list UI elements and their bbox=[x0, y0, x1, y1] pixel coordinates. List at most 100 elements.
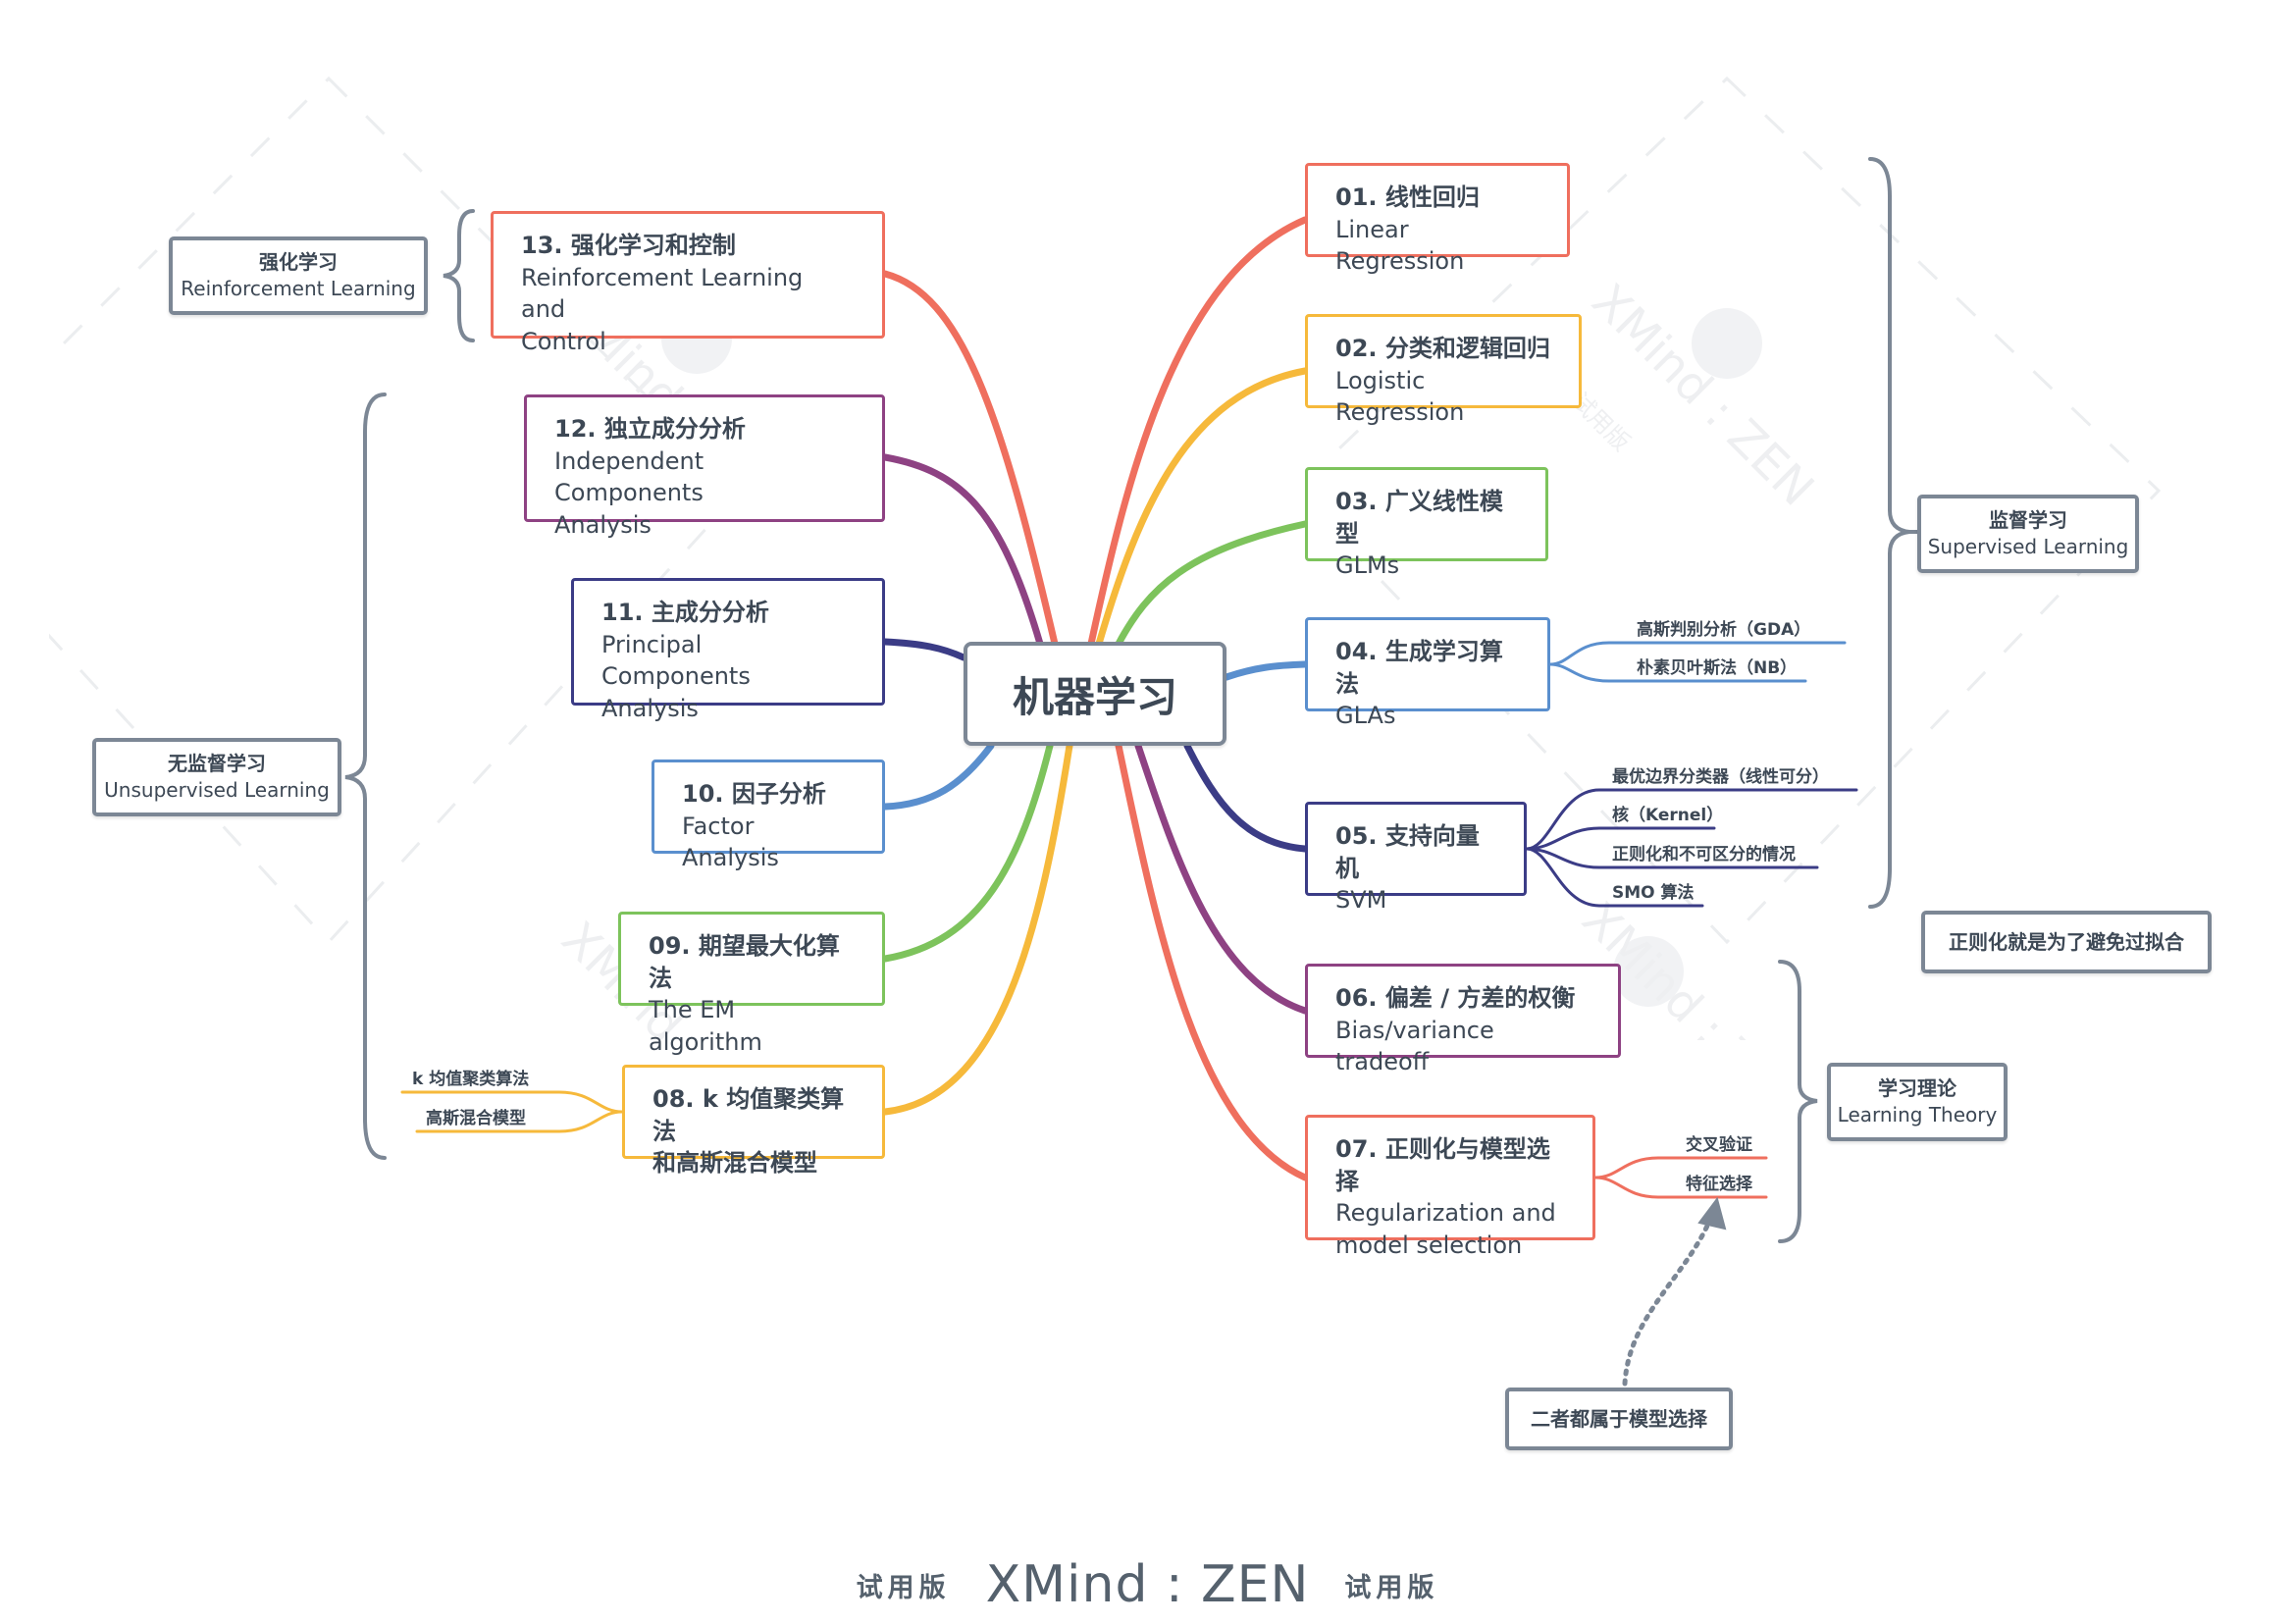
topic-12-ica[interactable]: 12. 独立成分分析 Independent Components Analys… bbox=[524, 394, 885, 539]
topic-04-glas[interactable]: 04. 生成学习算法 GLAs bbox=[1305, 617, 1550, 729]
category-unsupervised[interactable]: 无监督学习 Unsupervised Learning bbox=[92, 738, 341, 816]
topic-07-regularization[interactable]: 07. 正则化与模型选择 Regularization and model se… bbox=[1305, 1115, 1595, 1259]
bracket-unsupervised bbox=[344, 393, 387, 1160]
topic-subtitle: SVM bbox=[1335, 886, 1387, 915]
topic-13-reinforcement[interactable]: 13. 强化学习和控制 Reinforcement Learning and C… bbox=[491, 211, 885, 355]
leaf-branch-svm3 bbox=[1525, 847, 1819, 869]
topic-subtitle: Linear Regression bbox=[1335, 215, 1465, 276]
category-title: 学习理论 bbox=[1878, 1076, 1956, 1100]
leaf-gmm[interactable]: 高斯混合模型 bbox=[426, 1109, 526, 1128]
topic-title: 13. 强化学习和控制 bbox=[521, 232, 736, 259]
topic-subtitle: Control bbox=[521, 327, 606, 355]
category-subtitle: Unsupervised Learning bbox=[104, 778, 330, 802]
branch-13 bbox=[881, 270, 1059, 648]
leaf-branch-svm4 bbox=[1525, 847, 1704, 908]
footer-trial-left: 试用版 bbox=[856, 1572, 951, 1603]
branch-12 bbox=[881, 453, 1044, 648]
relation-arrowhead bbox=[1697, 1196, 1727, 1231]
branch-02 bbox=[1095, 367, 1309, 648]
topic-subtitle: Factor Analysis bbox=[682, 812, 779, 872]
topic-subtitle: Regularization and bbox=[1335, 1199, 1556, 1228]
topic-03-glms[interactable]: 03. 广义线性模型 GLMs bbox=[1305, 467, 1548, 579]
topic-05-svm[interactable]: 05. 支持向量机 SVM bbox=[1305, 802, 1527, 914]
category-supervised[interactable]: 监督学习 Supervised Learning bbox=[1917, 495, 2139, 573]
topic-title: 07. 正则化与模型选择 bbox=[1335, 1135, 1550, 1195]
bracket-theory bbox=[1778, 960, 1818, 1243]
branch-08 bbox=[881, 742, 1073, 1116]
branch-04 bbox=[1223, 660, 1309, 681]
footer-trial-right: 试用版 bbox=[1344, 1572, 1439, 1603]
leaf-branch-svm1 bbox=[1525, 788, 1858, 851]
leaf-feature-selection[interactable]: 特征选择 bbox=[1686, 1175, 1752, 1194]
leaf-svm-regularization[interactable]: 正则化和不可区分的情况 bbox=[1612, 845, 1796, 864]
leaf-svm-smo[interactable]: SMO 算法 bbox=[1612, 883, 1695, 903]
footer-brand: XMind : ZEN bbox=[985, 1555, 1310, 1614]
leaf-kmeans[interactable]: k 均值聚类算法 bbox=[412, 1070, 530, 1089]
category-subtitle: Reinforcement Learning bbox=[181, 277, 416, 300]
note-regularization[interactable]: 正则化就是为了避免过拟合 bbox=[1921, 911, 2212, 973]
topic-08-kmeans-gmm[interactable]: 08. k 均值聚类算法 和高斯混合模型 bbox=[622, 1065, 885, 1177]
topic-subtitle: model selection bbox=[1335, 1231, 1523, 1259]
topic-title: 03. 广义线性模型 bbox=[1335, 488, 1503, 548]
leaf-cross-validation[interactable]: 交叉验证 bbox=[1686, 1135, 1752, 1155]
note-text: 二者都属于模型选择 bbox=[1531, 1406, 1707, 1431]
topic-subtitle: The EM algorithm bbox=[649, 996, 762, 1056]
branch-10 bbox=[881, 742, 995, 811]
topic-10-factor-analysis[interactable]: 10. 因子分析 Factor Analysis bbox=[652, 760, 885, 871]
bracket-supervised bbox=[1868, 157, 1910, 909]
leaf-svm-kernel[interactable]: 核（Kernel） bbox=[1612, 806, 1724, 825]
central-topic[interactable]: 机器学习 bbox=[964, 642, 1226, 746]
topic-subtitle: Reinforcement Learning and bbox=[521, 263, 804, 324]
leaf-gda[interactable]: 高斯判别分析（GDA） bbox=[1637, 620, 1811, 640]
topic-subtitle: Logistic Regression bbox=[1335, 366, 1465, 427]
topic-subtitle: Analysis bbox=[554, 510, 652, 539]
leaf-branch-nb bbox=[1548, 662, 1807, 683]
category-title: 强化学习 bbox=[259, 250, 338, 274]
topic-title: 05. 支持向量机 bbox=[1335, 822, 1480, 882]
category-subtitle: Supervised Learning bbox=[1927, 535, 2129, 558]
footer-watermark: 试用版 XMind : ZEN 试用版 bbox=[0, 1545, 2295, 1624]
topic-title: 04. 生成学习算法 bbox=[1335, 638, 1503, 698]
branch-09 bbox=[881, 742, 1054, 963]
topic-title: 10. 因子分析 bbox=[682, 780, 826, 808]
topic-11-pca[interactable]: 11. 主成分分析 Principal Components Analysis bbox=[571, 578, 885, 722]
topic-09-em[interactable]: 09. 期望最大化算法 The EM algorithm bbox=[618, 912, 885, 1056]
topic-subtitle: GLAs bbox=[1335, 702, 1396, 730]
note-text: 正则化就是为了避免过拟合 bbox=[1949, 929, 2184, 954]
branch-03 bbox=[1115, 520, 1309, 648]
topic-06-bias-variance[interactable]: 06. 偏差 / 方差的权衡 Bias/variance tradeoff bbox=[1305, 964, 1621, 1075]
topic-subtitle: Independent Components bbox=[554, 446, 704, 507]
topic-subtitle: 和高斯混合模型 bbox=[652, 1149, 817, 1178]
topic-title: 01. 线性回归 bbox=[1335, 183, 1480, 211]
topic-02-logistic-regression[interactable]: 02. 分类和逻辑回归 Logistic Regression bbox=[1305, 314, 1582, 426]
branch-05 bbox=[1183, 742, 1309, 853]
note-model-selection[interactable]: 二者都属于模型选择 bbox=[1505, 1388, 1733, 1450]
branch-01 bbox=[1087, 216, 1309, 648]
topic-title: 11. 主成分分析 bbox=[601, 599, 769, 626]
topic-title: 12. 独立成分分析 bbox=[554, 415, 746, 443]
category-title: 无监督学习 bbox=[168, 752, 266, 775]
topic-subtitle: Principal Components bbox=[601, 630, 751, 691]
leaf-nb[interactable]: 朴素贝叶斯法（NB） bbox=[1637, 658, 1798, 678]
category-learning-theory[interactable]: 学习理论 Learning Theory bbox=[1827, 1063, 2008, 1141]
category-reinforcement[interactable]: 强化学习 Reinforcement Learning bbox=[169, 236, 428, 315]
topic-subtitle: Bias/variance tradeoff bbox=[1335, 1016, 1494, 1076]
branch-11 bbox=[881, 638, 967, 661]
topic-subtitle: Analysis bbox=[601, 694, 699, 722]
topic-title: 08. k 均值聚类算法 bbox=[652, 1085, 845, 1145]
category-title: 监督学习 bbox=[1989, 508, 2067, 532]
branch-07 bbox=[1115, 742, 1309, 1181]
leaf-branch-svm2 bbox=[1525, 826, 1716, 851]
branch-06 bbox=[1134, 742, 1309, 1015]
topic-01-linear-regression[interactable]: 01. 线性回归 Linear Regression bbox=[1305, 163, 1570, 275]
leaf-svm-optimal-margin[interactable]: 最优边界分类器（线性可分） bbox=[1612, 767, 1829, 787]
leaf-branch-gmm bbox=[415, 1110, 624, 1133]
bracket-reinforcement bbox=[443, 209, 475, 342]
topic-title: 06. 偏差 / 方差的权衡 bbox=[1335, 984, 1576, 1012]
relation-arrow bbox=[1622, 1214, 1714, 1387]
category-subtitle: Learning Theory bbox=[1837, 1103, 1998, 1126]
topic-title: 02. 分类和逻辑回归 bbox=[1335, 335, 1550, 362]
leaf-branch-fs bbox=[1593, 1176, 1768, 1199]
